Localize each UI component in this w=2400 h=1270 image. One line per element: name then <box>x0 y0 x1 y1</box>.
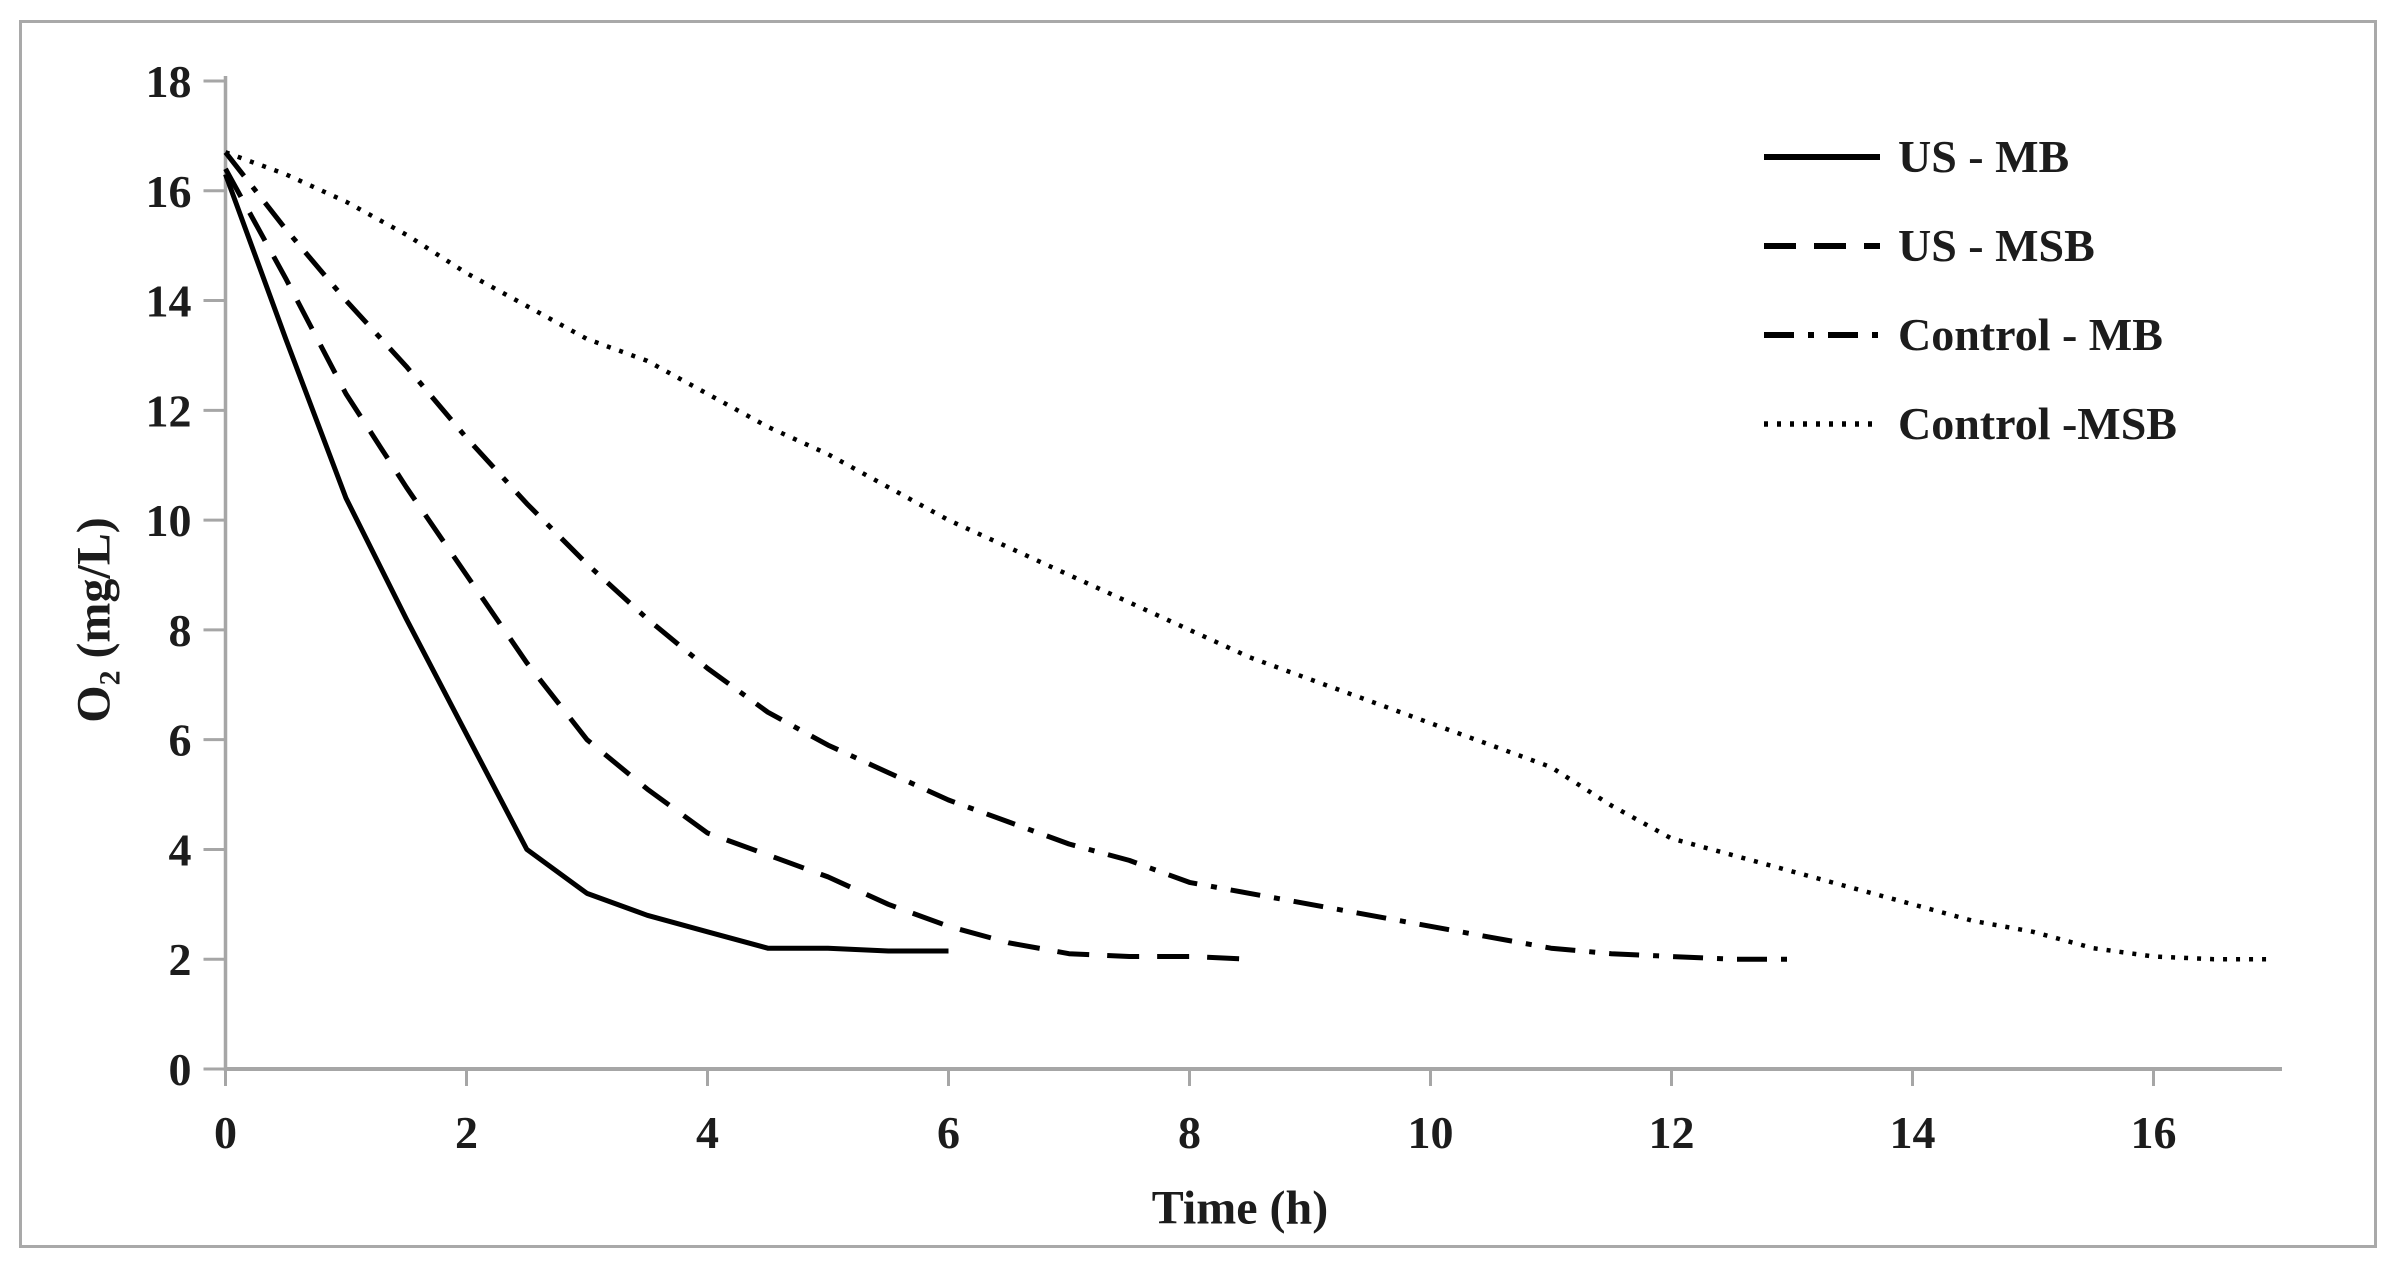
y-tick-label: 18 <box>146 56 192 107</box>
y-tick-label: 4 <box>169 824 192 875</box>
series-line-dashed <box>223 167 1250 962</box>
legend-item-dotted: Control -MSB <box>1762 379 2177 468</box>
legend-label: Control - MB <box>1898 309 2163 360</box>
x-tick-label: 0 <box>214 1107 237 1158</box>
legend-label: Control -MSB <box>1898 398 2177 449</box>
legend-line-sample-dashed <box>1764 242 1880 249</box>
chart-legend: US - MB US - MSB Control - MB Control -MSB <box>1762 112 2177 468</box>
y-tick-label: 12 <box>146 385 192 436</box>
y-axis-title-subscript: 2 <box>93 670 127 686</box>
x-tick-label: 10 <box>1408 1107 1454 1158</box>
y-tick-label: 10 <box>146 495 192 546</box>
x-tick-label: 14 <box>1890 1107 1936 1158</box>
y-axis-title-main: O <box>67 685 121 723</box>
y-tick-label: 0 <box>169 1044 192 1095</box>
legend-item-solid: US - MB <box>1762 112 2177 201</box>
legend-line-sample-dotted <box>1764 420 1880 427</box>
legend-line-sample-dashdot <box>1764 331 1880 338</box>
y-tick-label: 6 <box>169 715 192 766</box>
legend-item-dashdot: Control - MB <box>1762 290 2177 379</box>
series-line-dashdot <box>223 150 1792 962</box>
y-tick-label: 14 <box>146 276 192 327</box>
x-tick-label: 6 <box>937 1107 960 1158</box>
legend-label: US - MSB <box>1898 220 2095 271</box>
y-axis-title: O2 (mg/L) <box>66 517 127 723</box>
y-axis-title-units: (mg/L) <box>67 517 121 671</box>
y-tick-label: 16 <box>146 166 192 217</box>
series-line-dotted <box>224 150 2274 962</box>
series-line-solid <box>223 173 949 954</box>
x-tick-label: 12 <box>1649 1107 1695 1158</box>
y-tick-label: 2 <box>169 934 192 985</box>
x-axis-title: Time (h) <box>1151 1181 1329 1235</box>
x-tick-label: 16 <box>2131 1107 2177 1158</box>
x-tick-label: 2 <box>455 1107 478 1158</box>
y-tick-label: 8 <box>169 605 192 656</box>
legend-line-sample-solid <box>1764 153 1880 160</box>
legend-item-dashed: US - MSB <box>1762 201 2177 290</box>
x-tick-label: 8 <box>1178 1107 1201 1158</box>
x-tick-label: 4 <box>696 1107 719 1158</box>
legend-label: US - MB <box>1898 131 2070 182</box>
